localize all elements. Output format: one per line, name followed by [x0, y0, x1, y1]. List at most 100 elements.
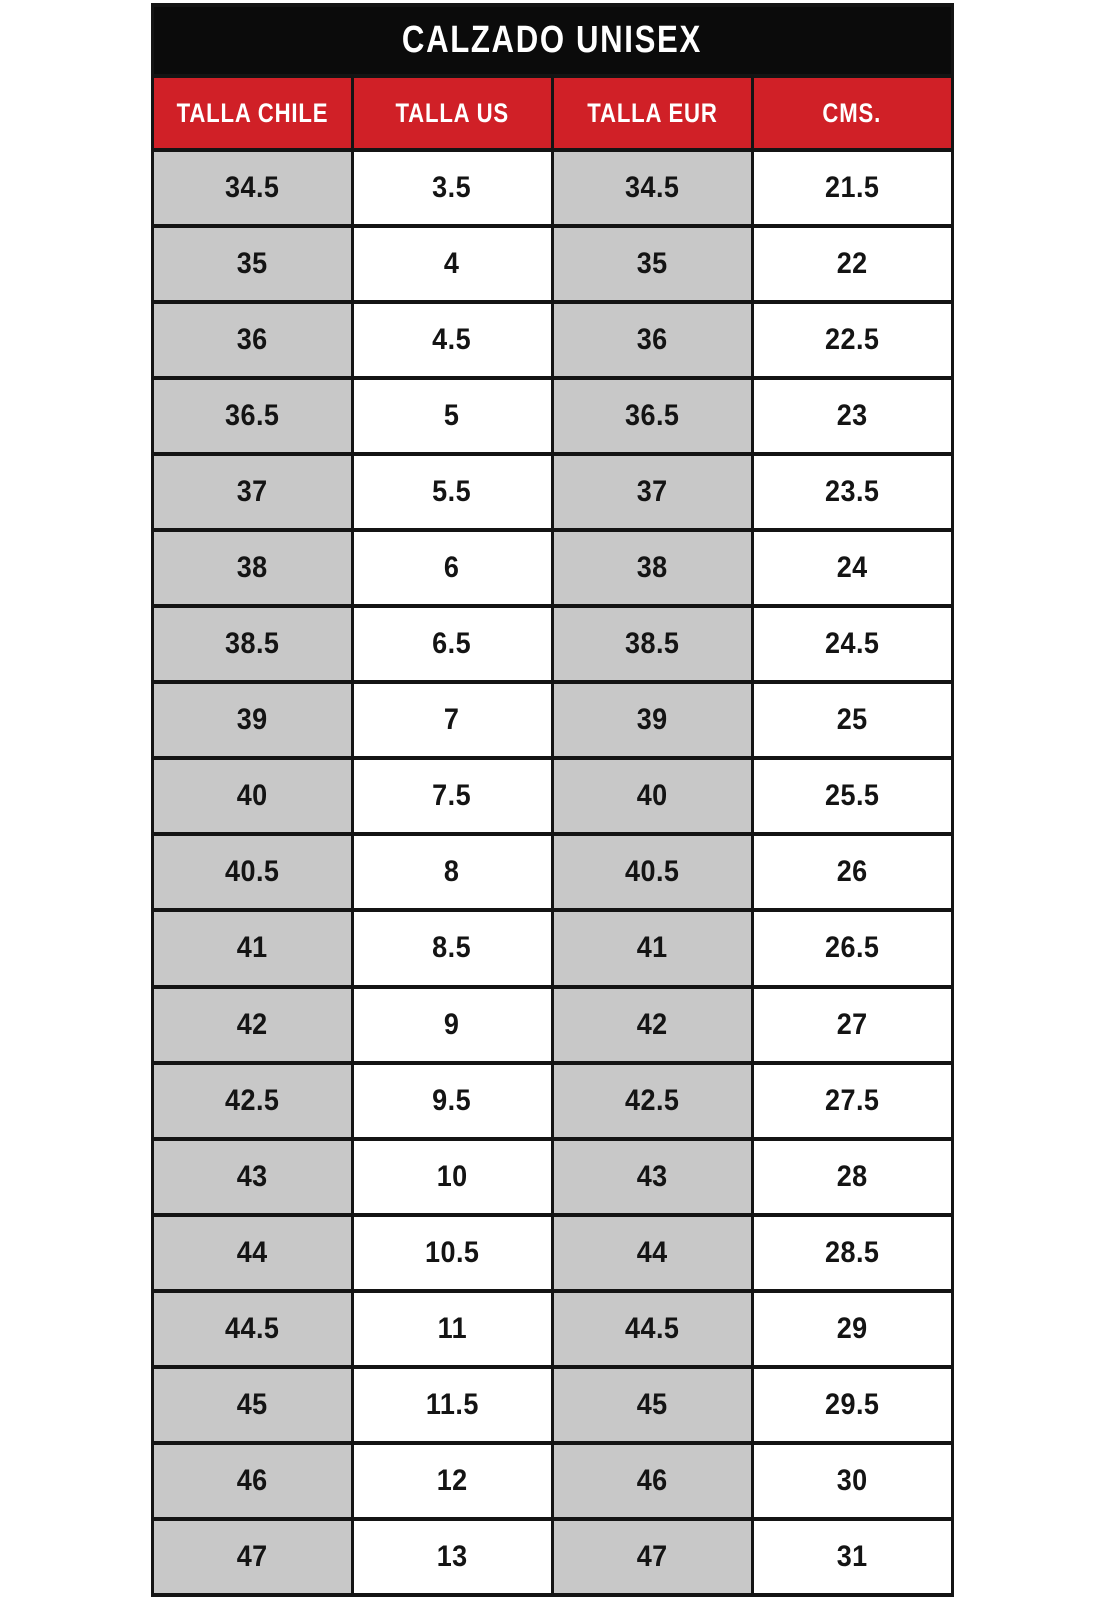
table-row: 47 13 47 31 [150, 1516, 954, 1598]
cell-value: 9.5 [432, 1083, 472, 1117]
cell-talla-eur: 34.5 [550, 147, 754, 229]
cell-talla-us: 13 [350, 1516, 554, 1598]
column-header-talla-chile: TALLA CHILE [150, 74, 354, 152]
column-header-talla-us: TALLA US [350, 74, 554, 152]
cell-value: 41 [636, 931, 668, 965]
table-row: 40 7.5 40 25.5 [150, 756, 954, 837]
cell-value: 39 [236, 703, 268, 737]
size-table-body: 34.5 3.5 34.5 21.5 35 4 35 22 36 4.5 36 22.5 36.5 5 36… [150, 147, 954, 1598]
cell-value: 45 [236, 1387, 268, 1421]
cell-value: 29 [836, 1311, 868, 1345]
cell-talla-eur: 39 [550, 680, 754, 761]
cell-value: 34.5 [624, 171, 680, 205]
cell-value: 8 [444, 855, 460, 889]
title-row: CALZADO UNISEX [150, 3, 954, 78]
cell-talla-us: 8.5 [350, 908, 554, 989]
cell-talla-us: 10.5 [350, 1212, 554, 1293]
cell-value: 42 [636, 1007, 668, 1041]
cell-value: 26.5 [824, 931, 880, 965]
cell-value: 46 [636, 1463, 668, 1497]
cell-talla-us: 7.5 [350, 756, 554, 837]
cell-talla-eur: 40.5 [550, 832, 754, 913]
cell-cms: 21.5 [750, 147, 954, 229]
cell-value: 21.5 [824, 171, 880, 205]
cell-value: 41 [236, 931, 268, 965]
column-header-label: TALLA CHILE [176, 97, 328, 128]
cell-talla-us: 5 [350, 376, 554, 457]
cell-cms: 31 [750, 1516, 954, 1598]
cell-talla-us: 9.5 [350, 1060, 554, 1141]
cell-value: 35 [636, 247, 668, 281]
cell-talla-eur: 46 [550, 1440, 754, 1521]
cell-value: 27.5 [824, 1083, 880, 1117]
cell-value: 40.5 [224, 855, 280, 889]
cell-value: 31 [836, 1539, 868, 1573]
cell-value: 43 [236, 1159, 268, 1193]
table-row: 38 6 38 24 [150, 528, 954, 609]
cell-value: 11.5 [425, 1387, 479, 1421]
cell-talla-us: 9 [350, 984, 554, 1065]
cell-talla-us: 6.5 [350, 604, 554, 685]
cell-talla-eur: 44.5 [550, 1288, 754, 1369]
cell-cms: 24 [750, 528, 954, 609]
size-chart-table: CALZADO UNISEX TALLA CHILE TALLA US TALL… [150, 3, 954, 1598]
cell-talla-us: 8 [350, 832, 554, 913]
cell-value: 40 [236, 779, 268, 813]
cell-value: 23 [836, 399, 868, 433]
cell-talla-chile: 39 [150, 680, 354, 761]
cell-cms: 22.5 [750, 300, 954, 381]
cell-talla-eur: 36.5 [550, 376, 754, 457]
cell-value: 38.5 [224, 627, 280, 661]
cell-talla-eur: 42 [550, 984, 754, 1065]
table-row: 36.5 5 36.5 23 [150, 376, 954, 457]
cell-value: 29.5 [824, 1387, 880, 1421]
cell-talla-eur: 43 [550, 1136, 754, 1217]
cell-value: 43 [636, 1159, 668, 1193]
cell-cms: 29.5 [750, 1364, 954, 1445]
chart-title: CALZADO UNISEX [402, 19, 702, 61]
cell-cms: 25.5 [750, 756, 954, 837]
cell-value: 28.5 [824, 1235, 880, 1269]
cell-cms: 25 [750, 680, 954, 761]
cell-value: 37 [236, 475, 268, 509]
cell-value: 10.5 [424, 1235, 480, 1269]
cell-cms: 23.5 [750, 452, 954, 533]
cell-value: 42 [236, 1007, 268, 1041]
chart-title-bar: CALZADO UNISEX [150, 3, 954, 78]
cell-talla-eur: 35 [550, 224, 754, 305]
cell-value: 36 [636, 323, 668, 357]
cell-value: 36 [236, 323, 268, 357]
column-header-label: TALLA EUR [586, 97, 718, 128]
cell-talla-chile: 34.5 [150, 147, 354, 229]
table-row: 35 4 35 22 [150, 224, 954, 305]
cell-talla-us: 5.5 [350, 452, 554, 533]
cell-value: 13 [436, 1539, 468, 1573]
cell-cms: 27.5 [750, 1060, 954, 1141]
cell-talla-us: 10 [350, 1136, 554, 1217]
cell-talla-eur: 41 [550, 908, 754, 989]
cell-value: 36.5 [624, 399, 680, 433]
cell-talla-us: 11 [350, 1288, 554, 1369]
table-row: 40.5 8 40.5 26 [150, 832, 954, 913]
cell-value: 37 [636, 475, 668, 509]
cell-value: 42.5 [224, 1083, 280, 1117]
cell-talla-chile: 45 [150, 1364, 354, 1445]
cell-cms: 26.5 [750, 908, 954, 989]
cell-value: 46 [236, 1463, 268, 1497]
cell-value: 4 [444, 247, 460, 281]
cell-cms: 28 [750, 1136, 954, 1217]
cell-value: 25 [836, 703, 868, 737]
cell-value: 5 [444, 399, 460, 433]
cell-talla-eur: 45 [550, 1364, 754, 1445]
cell-talla-us: 4.5 [350, 300, 554, 381]
cell-talla-eur: 38 [550, 528, 754, 609]
cell-value: 35 [236, 247, 268, 281]
cell-value: 24 [836, 551, 868, 585]
cell-talla-chile: 47 [150, 1516, 354, 1598]
cell-value: 44 [636, 1235, 668, 1269]
header-row: TALLA CHILE TALLA US TALLA EUR CMS. [150, 74, 954, 152]
cell-value: 30 [836, 1463, 868, 1497]
table-row: 39 7 39 25 [150, 680, 954, 761]
cell-value: 40.5 [624, 855, 680, 889]
cell-value: 39 [636, 703, 668, 737]
